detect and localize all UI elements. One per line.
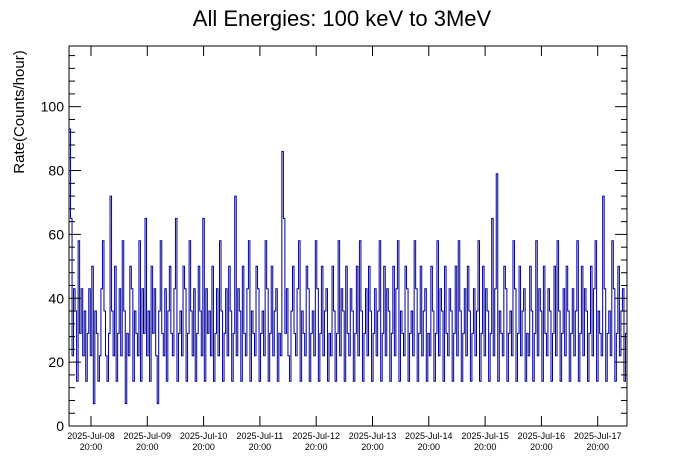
y-axis-label: Rate(Counts/hour) — [11, 50, 28, 173]
x-tick-label-time: 20:00 — [530, 442, 553, 452]
x-tick-label-date: 2025-Jul-16 — [518, 431, 566, 441]
x-tick-label-time: 20:00 — [474, 442, 497, 452]
y-tick-label: 100 — [41, 99, 65, 115]
x-tick-label-date: 2025-Jul-08 — [67, 431, 115, 441]
x-tick-label-date: 2025-Jul-11 — [236, 431, 283, 441]
x-tick-label-time: 20:00 — [418, 442, 441, 452]
x-tick-label-date: 2025-Jul-12 — [292, 431, 340, 441]
axes: 0204060801002025-Jul-0820:002025-Jul-092… — [41, 45, 628, 452]
x-tick-label-date: 2025-Jul-14 — [405, 431, 453, 441]
y-tick-label: 20 — [48, 354, 64, 370]
plot-frame — [68, 45, 628, 427]
x-tick-label-time: 20:00 — [249, 442, 272, 452]
x-tick-label-time: 20:00 — [192, 442, 215, 452]
x-tick-label-date: 2025-Jul-17 — [574, 431, 622, 441]
x-tick-label-date: 2025-Jul-15 — [461, 431, 509, 441]
x-tick-label-time: 20:00 — [80, 442, 103, 452]
x-tick-label-date: 2025-Jul-09 — [124, 431, 172, 441]
chart-title: All Energies: 100 keV to 3MeV — [193, 6, 492, 31]
x-tick-label-date: 2025-Jul-10 — [180, 431, 228, 441]
y-tick-label: 60 — [48, 226, 64, 242]
x-tick-label-date: 2025-Jul-13 — [349, 431, 397, 441]
y-tick-label: 80 — [48, 163, 64, 179]
y-tick-label: 40 — [48, 290, 64, 306]
x-tick-label-time: 20:00 — [136, 442, 159, 452]
series-line-0 — [69, 128, 627, 405]
x-tick-label-time: 20:00 — [586, 442, 609, 452]
y-tick-label: 0 — [56, 418, 64, 434]
x-tick-label-time: 20:00 — [305, 442, 328, 452]
data-series — [69, 128, 627, 405]
x-tick-label-time: 20:00 — [361, 442, 384, 452]
